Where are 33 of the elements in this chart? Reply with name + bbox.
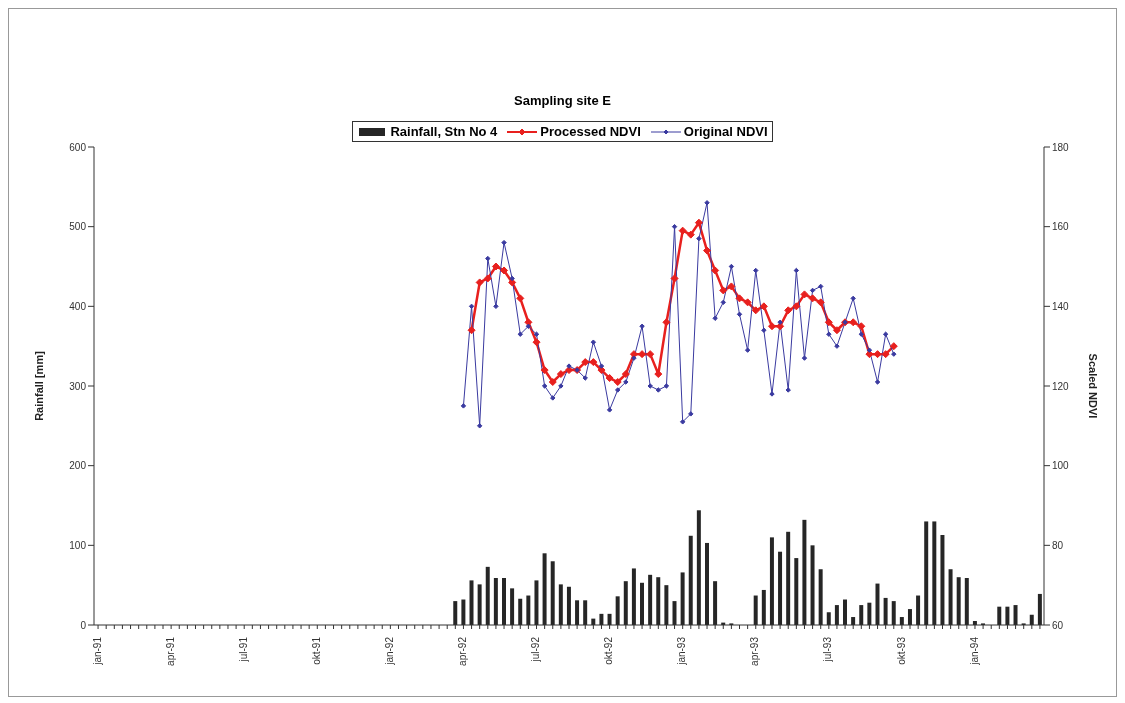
x-tick-label: apr-91 bbox=[164, 636, 176, 666]
y-tick-label: 200 bbox=[69, 460, 87, 472]
x-tick-label: jan-93 bbox=[676, 636, 688, 666]
y2-tick-label: 80 bbox=[1052, 539, 1064, 551]
chart-title: Sampling site E bbox=[513, 93, 612, 108]
y-tick-label: 300 bbox=[69, 380, 87, 392]
x-tick-label: okt-92 bbox=[603, 636, 615, 665]
x-tick-label: jan-94 bbox=[968, 636, 980, 666]
y-tick-label: 600 bbox=[69, 141, 87, 153]
y2-tick-label: 180 bbox=[1052, 141, 1070, 153]
x-tick-label: okt-91 bbox=[310, 636, 322, 665]
y2-tick-label: 120 bbox=[1052, 380, 1070, 392]
legend-label: Processed NDVI bbox=[539, 124, 641, 139]
y-axis-title: Rainfall [mm] bbox=[32, 350, 45, 421]
y-tick-label: 0 bbox=[80, 619, 87, 631]
x-tick-label: jul-93 bbox=[822, 636, 834, 663]
x-tick-label: jul-92 bbox=[530, 636, 542, 663]
x-tick-label: jul-91 bbox=[237, 636, 249, 663]
x-tick-label: apr-92 bbox=[457, 636, 469, 666]
y-tick-label: 400 bbox=[69, 300, 87, 312]
legend-label: Original NDVI bbox=[682, 124, 768, 139]
y-tick-label: 500 bbox=[69, 221, 87, 233]
y-tick-label: 100 bbox=[69, 539, 87, 551]
x-tick-label: okt-93 bbox=[895, 636, 907, 665]
y2-tick-label: 140 bbox=[1052, 300, 1070, 312]
y2-tick-label: 160 bbox=[1052, 221, 1070, 233]
y2-axis-title: Scaled NDVI bbox=[1087, 353, 1100, 419]
legend-label: Rainfall, Stn No 4 bbox=[389, 124, 498, 139]
y2-tick-label: 60 bbox=[1052, 619, 1064, 631]
y2-tick-label: 100 bbox=[1052, 460, 1070, 472]
x-tick-label: jan-91 bbox=[91, 636, 103, 666]
x-tick-label: jan-92 bbox=[384, 636, 396, 666]
x-tick-label: apr-93 bbox=[749, 636, 761, 666]
